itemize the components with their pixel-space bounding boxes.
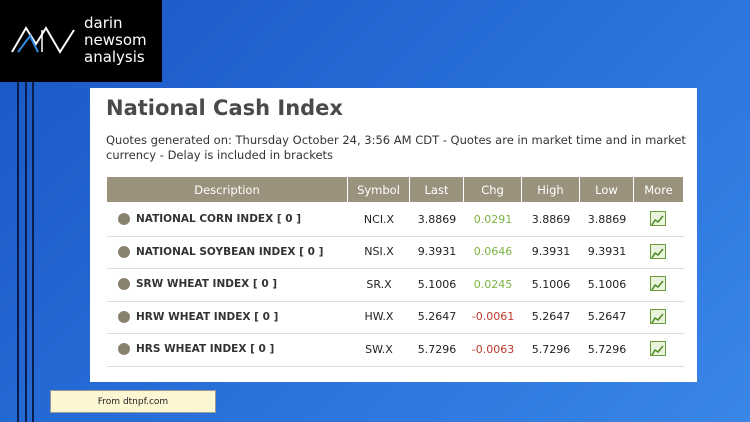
header-cell: Last xyxy=(410,177,464,202)
row-icon[interactable] xyxy=(118,213,130,225)
table-cell: 5.2647 xyxy=(417,310,457,324)
table-cell: 3.8869 xyxy=(531,212,571,226)
chart-icon[interactable] xyxy=(650,276,666,291)
description-cell[interactable]: HRS WHEAT INDEX [ 0 ] xyxy=(136,343,275,356)
table-cell: -0.0061 xyxy=(471,310,515,324)
logo: darin newsom analysis xyxy=(0,0,162,82)
chart-icon[interactable] xyxy=(650,308,666,324)
table-cell: 5.2647 xyxy=(531,310,571,324)
description-cell[interactable]: HRW WHEAT INDEX [ 0 ] xyxy=(136,310,279,323)
table-cell: 3.8869 xyxy=(417,212,457,226)
table-cell: 5.1006 xyxy=(531,277,571,291)
chart-glyph xyxy=(651,248,664,258)
header-cell: Description xyxy=(107,177,348,202)
decor-line xyxy=(32,82,34,422)
row-icon[interactable] xyxy=(118,278,130,290)
table-cell: 0.0646 xyxy=(473,245,513,259)
chart-glyph xyxy=(651,313,664,323)
table-cell: SR.X xyxy=(366,277,392,291)
table-cell: 0.0291 xyxy=(473,212,513,226)
header-cell: Chg xyxy=(464,177,522,202)
header-cell: High xyxy=(522,177,580,202)
table-row xyxy=(107,236,684,269)
table-row xyxy=(107,333,684,367)
table-cell: NSI.X xyxy=(364,245,394,259)
logo-text: newsom xyxy=(84,31,147,49)
table-cell: 5.1006 xyxy=(587,277,627,291)
table-cell: 5.1006 xyxy=(417,277,457,291)
table-cell: 3.8869 xyxy=(587,212,627,226)
description-cell[interactable]: NATIONAL CORN INDEX [ 0 ] xyxy=(136,213,302,226)
table-row xyxy=(107,203,684,237)
table-cell: 5.7296 xyxy=(531,342,571,356)
panel: National Cash Index Quotes generated on:… xyxy=(90,88,697,382)
description-cell[interactable]: SRW WHEAT INDEX [ 0 ] xyxy=(136,278,278,291)
table-cell: 9.3931 xyxy=(587,245,627,259)
table-row xyxy=(107,268,684,302)
table-row xyxy=(107,301,684,334)
table-cell: 5.7296 xyxy=(417,342,457,356)
table-cell: 5.7296 xyxy=(587,342,627,356)
panel-title: National Cash Index xyxy=(106,96,343,120)
chart-glyph xyxy=(651,280,664,291)
source-note: From dtnpf.com xyxy=(50,390,216,413)
header-cell: More xyxy=(634,177,684,202)
logo-text: darin xyxy=(84,14,123,32)
table-cell: 9.3931 xyxy=(531,245,571,259)
row-icon[interactable] xyxy=(118,310,130,323)
chart-icon[interactable] xyxy=(650,211,666,226)
table-cell: -0.0063 xyxy=(471,342,515,356)
table-cell: 9.3931 xyxy=(417,245,457,259)
description-cell[interactable]: NATIONAL SOYBEAN INDEX [ 0 ] xyxy=(136,245,324,258)
decor-line xyxy=(17,82,19,422)
chart-icon[interactable] xyxy=(650,243,666,259)
chart-glyph xyxy=(651,345,664,356)
decor-line xyxy=(25,82,27,422)
table-cell: SW.X xyxy=(365,342,393,356)
header-cell: Low xyxy=(580,177,634,202)
row-icon[interactable] xyxy=(118,343,130,355)
chart-icon[interactable] xyxy=(650,341,666,356)
table-cell: HW.X xyxy=(364,310,394,324)
table-cell: 0.0245 xyxy=(473,277,513,291)
table-cell: 5.2647 xyxy=(587,310,627,324)
chart-glyph xyxy=(651,215,664,226)
table-cell: NCI.X xyxy=(363,212,395,226)
logo-text: analysis xyxy=(84,48,145,66)
header-cell: Symbol xyxy=(348,177,410,202)
row-icon[interactable] xyxy=(118,245,130,258)
logo-mark xyxy=(11,26,75,54)
panel-subtitle: Quotes generated on: Thursday October 24… xyxy=(106,133,686,162)
